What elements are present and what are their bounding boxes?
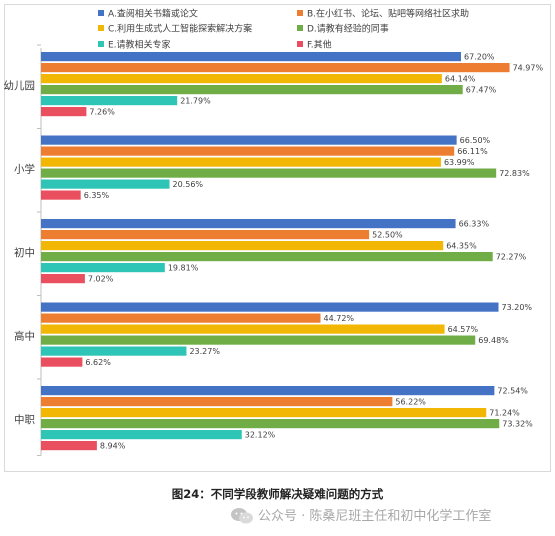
category-label: 小学 [14,163,35,176]
legend-swatch [297,41,303,47]
data-label: 20.56% [173,180,204,189]
category-label: 中职 [14,413,35,426]
bar [41,313,321,323]
data-label: 72.83% [499,169,530,178]
legend-swatch [98,10,104,16]
data-label: 21.79% [180,97,211,106]
bar-chart: A.查阅相关书籍或论文 B.在小红书、论坛、贴吧等网络社区求助 C.利用生成式人工智… [4,8,544,456]
data-label: 63.99% [444,158,475,167]
bar [41,157,441,167]
data-label: 73.20% [502,303,533,312]
data-label: 64.35% [446,242,477,251]
bar [41,96,178,106]
legend-swatch [297,25,303,31]
bar [41,230,370,240]
bar [41,302,499,312]
legend-label: B.在小红书、论坛、贴吧等网络社区求助 [307,8,469,20]
bar [41,146,455,156]
data-label: 8.94% [100,442,126,451]
bar [41,52,461,62]
data-label: 67.47% [466,86,497,95]
legend-label: F.其他 [307,39,332,51]
data-label: 71.24% [489,409,520,418]
bar [41,419,500,429]
bar [41,386,495,396]
bar [41,85,463,95]
bar [41,107,87,117]
category-label: 初中 [14,246,35,259]
legend-label: A.查阅相关书籍或论文 [108,8,198,20]
legend-label: E.请教相关专家 [108,39,171,51]
data-label: 66.11% [457,147,488,156]
category-label: 高中 [14,330,35,343]
data-label: 7.26% [89,108,115,117]
bar [41,263,165,273]
data-label: 74.97% [513,64,544,73]
bar [41,397,393,407]
chart-frame [4,4,551,472]
bar [41,168,497,178]
bar [41,274,85,284]
bar [41,135,457,145]
data-label: 64.57% [448,325,479,334]
bar [41,408,487,418]
bar [41,219,456,229]
bar [41,190,81,200]
chart-caption: 图24：不同学段教师解决疑难问题的方式 [171,487,384,501]
bar [41,430,242,440]
wechat-icon [231,508,253,524]
data-label: 72.54% [497,387,528,396]
bar [41,179,170,189]
bar [41,324,445,334]
data-label: 6.62% [85,358,111,367]
data-label: 73.32% [502,420,533,429]
data-label: 6.35% [84,191,110,200]
watermark-text: 公众号 · 陈桑尼班主任和初中化学工作室 [258,509,492,524]
data-label: 7.02% [88,275,114,284]
data-label: 19.81% [168,264,199,273]
data-label: 56.22% [395,398,426,407]
data-label: 66.50% [460,136,491,145]
data-label: 64.14% [445,75,476,84]
bar [41,63,510,73]
bar [41,335,476,345]
data-label: 72.27% [496,253,527,262]
legend-label: D.请教有经验的同事 [307,23,389,35]
bar [41,346,187,356]
data-label: 66.33% [459,220,490,229]
data-label: 44.72% [324,314,355,323]
bar [41,441,97,451]
data-label: 32.12% [245,431,276,440]
legend-label: C.利用生成式人工智能探索解决方案 [108,23,252,35]
legend-swatch [98,41,104,47]
bar [41,241,444,251]
data-label: 23.27% [189,347,220,356]
data-label: 69.48% [478,336,509,345]
bar [41,357,83,367]
legend-swatch [297,10,303,16]
watermark: 公众号 · 陈桑尼班主任和初中化学工作室 [230,506,550,528]
bar [41,252,493,262]
data-label: 52.50% [372,231,403,240]
bar [41,74,442,84]
data-label: 67.20% [464,53,495,62]
category-label: 幼儿园 [4,79,36,92]
legend-swatch [98,25,104,31]
